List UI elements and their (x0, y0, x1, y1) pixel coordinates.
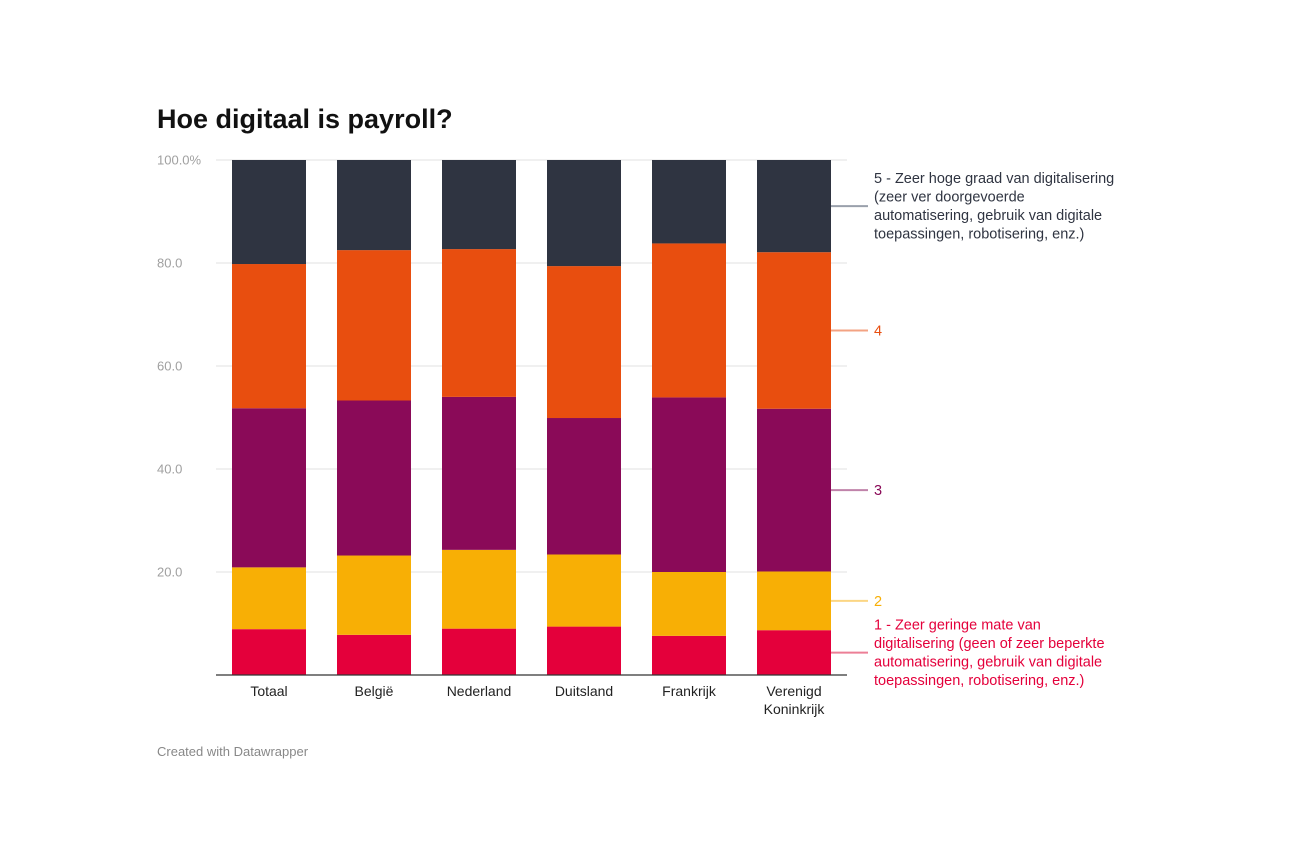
bar-segment (232, 408, 306, 568)
axes: 20.0 40.0 60.0 80.0 100.0% Totaal België Nederl… (157, 153, 847, 717)
bar-segment (757, 408, 831, 572)
x-tick-label: Frankrijk (662, 683, 717, 699)
y-tick-label: 100.0% (157, 153, 202, 168)
datawrapper-credit: Created with Datawrapper (157, 744, 309, 759)
legend-label: 5 - Zeer hoge graad van digitalisering (z… (874, 171, 1114, 243)
chart-title: Hoe digitaal is payroll? (157, 104, 453, 134)
bar-segment (232, 629, 306, 675)
bar-segment (337, 250, 411, 401)
y-tick-label: 40.0 (157, 462, 182, 477)
bar-segment (652, 160, 726, 244)
bar-segment (652, 572, 726, 636)
bar-segment (547, 266, 621, 419)
y-tick-label: 60.0 (157, 359, 182, 374)
bar-segment (337, 634, 411, 675)
y-tick-label: 80.0 (157, 256, 182, 271)
bar-segment (442, 549, 516, 629)
bar-segment (757, 252, 831, 409)
legend-label: 4 (874, 323, 882, 339)
legend-label: 1 - Zeer geringe mate van digitalisering … (874, 618, 1105, 690)
bar-segment (547, 160, 621, 267)
bar-segment (652, 635, 726, 675)
bar-segment (442, 160, 516, 250)
gridlines (216, 159, 847, 573)
x-tick-label: Duitsland (555, 683, 613, 699)
x-tick-label: Totaal (250, 683, 287, 699)
bar-segment (337, 400, 411, 556)
bar-segment (757, 630, 831, 675)
x-tick-label: Nederland (447, 683, 512, 699)
bar-segment (232, 567, 306, 630)
bar-segment (757, 160, 831, 253)
bar-segment (232, 160, 306, 265)
bar-segment (442, 396, 516, 550)
bar-segment (442, 249, 516, 397)
bar-segment (232, 264, 306, 409)
legend: 1 - Zeer geringe mate van digitalisering … (831, 171, 1114, 689)
bar-segment (442, 628, 516, 675)
bar-segment (547, 626, 621, 675)
y-tick-label: 20.0 (157, 565, 182, 580)
bar-segment (337, 160, 411, 251)
legend-label: 3 (874, 483, 882, 499)
bar-segment (652, 243, 726, 398)
bar-segment (337, 555, 411, 635)
bar-segment (547, 554, 621, 627)
legend-label: 2 (874, 594, 882, 610)
bar-segment (652, 397, 726, 572)
bar-segment (547, 418, 621, 555)
bars (232, 160, 831, 675)
x-tick-label: België (355, 683, 394, 699)
bar-segment (757, 571, 831, 631)
x-tick-label: Verenigd Koninkrijk (764, 683, 826, 717)
